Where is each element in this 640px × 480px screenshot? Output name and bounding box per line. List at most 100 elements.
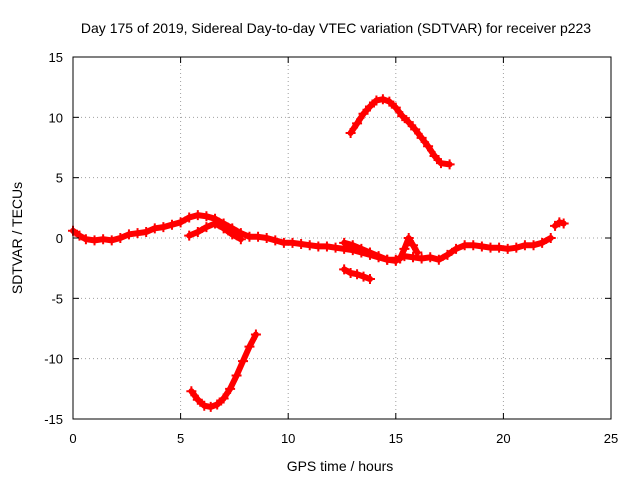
y-tick-label: 15 [49,50,63,65]
data-point [296,239,307,250]
data-point [358,108,369,119]
y-tick-label: 0 [56,231,63,246]
data-point [345,267,356,278]
data-point [476,241,487,252]
chart-title: Day 175 of 2019, Sidereal Day-to-day VTE… [81,20,591,36]
series-branch-c [395,233,423,264]
data-point [218,223,229,234]
series-tail [550,217,569,231]
data-point [218,393,229,404]
data-point [408,240,419,251]
data-point [244,231,255,242]
x-tick-label: 25 [604,431,618,446]
data-point [175,217,186,228]
x-tick-label: 10 [281,431,295,446]
data-point [403,117,414,128]
data-point [433,254,444,265]
data-point [358,271,369,282]
data-point [270,235,281,246]
data-point [382,254,393,265]
grid [73,57,611,419]
x-tick-label: 5 [177,431,184,446]
data-point [158,222,169,233]
data-points [68,94,569,412]
series-line [347,96,453,168]
data-point [199,400,210,411]
data-point [485,242,496,253]
y-axis-label: SDTVAR / TECUs [9,182,25,294]
data-point [201,211,212,222]
data-point [390,102,401,113]
data-point [494,242,505,253]
data-point [261,233,272,243]
data-point [192,394,203,405]
x-tick-label: 20 [496,431,510,446]
axis-ticks: 0 5 10 15 20 25 -15 -10 -5 0 5 10 15 [44,50,618,446]
data-point [352,269,363,280]
y-tick-label: -15 [44,412,63,427]
data-point [558,218,569,229]
data-point [192,226,203,237]
series-line [70,212,554,263]
data-point [371,95,382,106]
data-point [399,243,410,254]
data-point [166,219,177,230]
data-point [429,150,440,161]
data-point [347,240,358,251]
data-point [397,111,408,122]
x-axis-label: GPS time / hours [287,458,394,474]
data-point [435,158,446,169]
data-point [304,240,315,251]
data-point [149,223,160,234]
series-low-curve [186,329,261,412]
data-point [364,101,375,112]
data-point [345,128,356,139]
data-point [373,251,384,262]
data-point [528,240,539,251]
data-point [442,249,453,260]
x-tick-label: 0 [69,431,76,446]
data-point [519,240,530,251]
data-point [186,386,197,397]
data-point [545,233,556,243]
series-branch-a [184,218,246,245]
data-point [201,222,212,233]
data-point [212,399,223,410]
data-point [377,94,388,105]
data-point [364,274,375,285]
data-point [184,230,195,241]
data-point [468,240,479,251]
data-point [444,159,455,170]
data-point [416,253,427,264]
data-point [231,370,242,381]
y-tick-label: 5 [56,171,63,186]
data-point [106,235,117,246]
data-point [502,243,513,254]
series-small-segment [339,264,375,285]
data-point [141,226,152,237]
data-point [339,237,350,248]
data-point [132,228,143,239]
data-point [225,383,236,394]
data-point [339,264,350,275]
data-point [330,242,341,253]
data-point [80,234,91,245]
data-point [384,96,395,107]
data-point [253,231,264,242]
data-point [244,341,255,352]
data-point [287,237,298,248]
data-point [123,229,134,240]
data-point [451,243,462,254]
data-point [412,247,423,258]
series-high-arc [345,94,455,170]
data-point [238,356,249,367]
data-point [235,234,246,245]
series-branch-b [339,237,406,266]
y-tick-label: -5 [51,291,63,306]
data-point [184,212,195,223]
data-point [403,233,414,243]
data-point [395,253,406,264]
data-point [511,242,522,253]
data-point [459,240,470,251]
x-tick-label: 15 [389,431,403,446]
